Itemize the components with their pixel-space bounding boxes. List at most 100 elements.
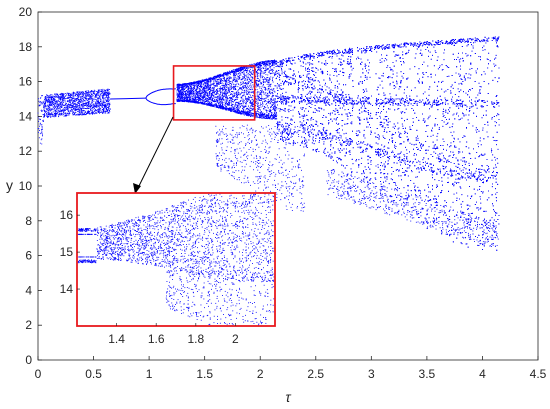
data-point xyxy=(41,138,43,140)
data-point xyxy=(76,92,78,93)
data-point xyxy=(74,101,76,102)
data-point xyxy=(106,94,108,96)
data-point xyxy=(88,107,90,109)
data-point xyxy=(65,107,67,109)
data-point xyxy=(261,92,263,93)
data-point xyxy=(222,87,224,89)
data-point xyxy=(226,100,228,102)
data-point xyxy=(274,98,276,100)
data-point xyxy=(222,73,224,75)
data-point xyxy=(232,96,233,98)
data-point xyxy=(190,86,192,88)
data-point xyxy=(196,98,198,100)
data-point xyxy=(95,94,97,96)
data-point xyxy=(44,102,46,104)
data-point xyxy=(226,77,228,79)
data-point xyxy=(221,75,223,77)
data-point xyxy=(92,90,94,92)
data-point xyxy=(252,84,254,86)
data-point xyxy=(68,100,70,102)
data-point xyxy=(240,100,242,101)
data-point xyxy=(107,97,109,99)
data-point xyxy=(259,112,261,113)
data-point xyxy=(269,111,270,113)
data-point xyxy=(80,98,82,100)
data-point xyxy=(77,99,79,101)
data-point xyxy=(220,103,221,105)
data-point xyxy=(237,95,238,97)
data-point xyxy=(261,116,263,118)
data-point xyxy=(73,112,74,113)
data-point xyxy=(44,114,46,116)
data-point xyxy=(214,79,216,81)
data-point xyxy=(229,105,231,106)
data-point xyxy=(201,99,203,101)
data-point xyxy=(95,106,97,107)
data-point xyxy=(234,86,236,88)
data-point xyxy=(57,112,59,114)
data-point xyxy=(266,83,268,85)
data-point xyxy=(250,67,252,69)
data-point xyxy=(46,99,48,101)
data-point xyxy=(40,97,42,99)
data-point xyxy=(95,101,97,103)
data-point xyxy=(259,79,261,81)
data-point xyxy=(97,97,98,99)
data-point xyxy=(107,100,108,102)
data-point xyxy=(75,114,77,115)
data-point xyxy=(81,113,83,115)
data-point xyxy=(180,99,182,101)
data-point xyxy=(218,81,219,83)
data-point xyxy=(101,105,103,107)
data-point xyxy=(85,99,87,101)
data-point xyxy=(71,97,73,99)
data-point xyxy=(48,113,49,115)
data-point xyxy=(276,111,277,113)
data-point xyxy=(269,60,271,62)
data-point xyxy=(66,105,68,107)
data-point xyxy=(218,102,220,103)
data-point xyxy=(79,108,81,110)
data-point xyxy=(67,107,68,109)
data-point xyxy=(274,117,275,119)
data-point xyxy=(109,89,110,90)
data-point xyxy=(195,85,197,87)
data-point xyxy=(56,107,58,109)
data-point xyxy=(261,97,263,99)
data-point xyxy=(231,85,232,87)
data-point xyxy=(244,91,246,93)
data-point xyxy=(102,106,103,108)
data-point xyxy=(74,106,76,108)
data-point xyxy=(77,92,79,94)
data-point xyxy=(67,104,69,106)
data-point xyxy=(91,91,93,93)
data-point xyxy=(57,106,58,107)
data-point xyxy=(52,114,54,115)
data-point xyxy=(60,103,61,105)
data-point xyxy=(257,72,258,74)
data-point xyxy=(176,101,178,102)
data-point xyxy=(241,67,243,69)
data-point xyxy=(104,92,106,93)
data-point xyxy=(51,113,52,115)
data-point xyxy=(50,114,52,116)
data-point xyxy=(262,112,264,114)
data-point xyxy=(89,105,91,106)
data-point xyxy=(96,91,98,92)
data-point xyxy=(82,107,84,108)
data-point xyxy=(85,113,87,115)
data-point xyxy=(273,95,275,96)
data-point xyxy=(105,110,107,112)
data-point xyxy=(224,93,226,94)
data-point xyxy=(62,111,64,112)
data-point xyxy=(63,96,65,98)
data-point xyxy=(88,99,90,101)
data-point xyxy=(71,92,73,94)
data-point xyxy=(250,75,251,76)
data-point xyxy=(58,100,60,102)
data-point xyxy=(49,103,51,105)
data-point xyxy=(228,73,230,74)
data-point xyxy=(47,98,49,100)
data-point xyxy=(244,98,246,100)
data-point xyxy=(84,93,86,95)
